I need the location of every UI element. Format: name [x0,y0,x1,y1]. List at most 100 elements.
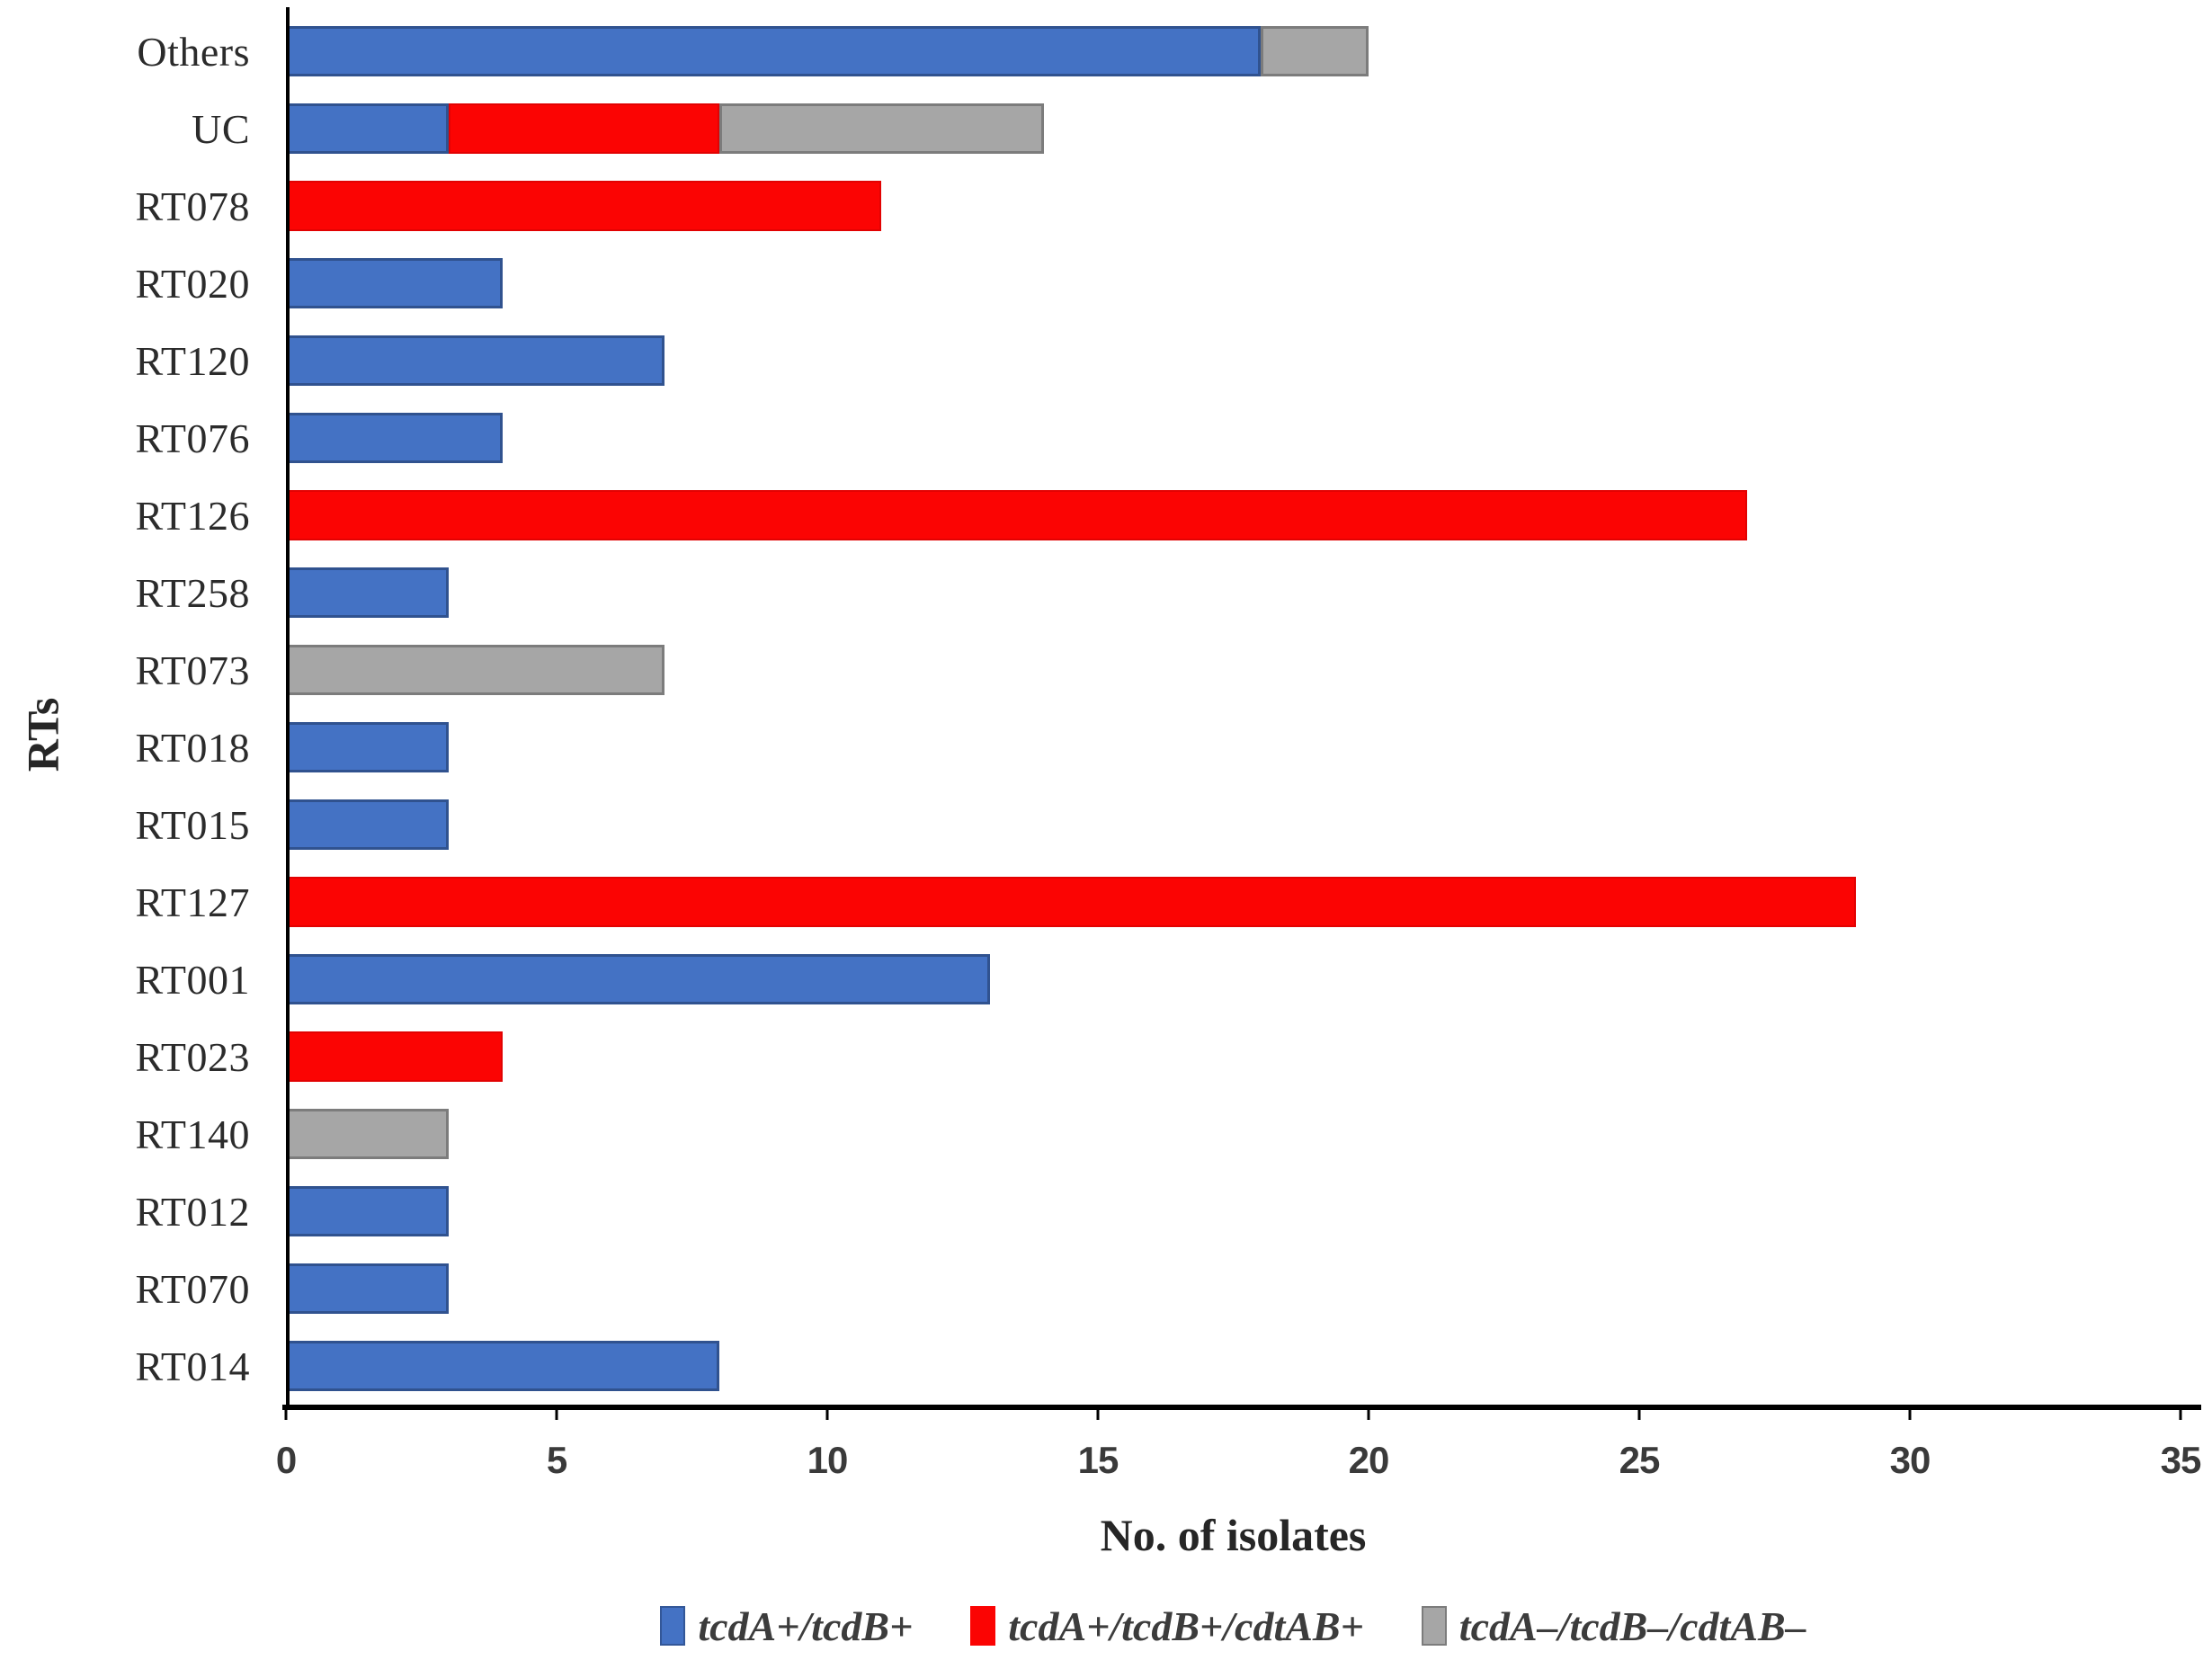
bar-row [286,13,2181,90]
category-label: RT012 [135,1188,250,1235]
x-axis-tick [1096,1410,1100,1420]
category-label: RT126 [135,492,250,539]
x-axis-tick [284,1410,288,1420]
y-axis-title: RTs [17,697,68,772]
x-axis-tick-label: 10 [807,1439,849,1481]
x-axis-tick [1367,1410,1370,1420]
legend-marker [1421,1606,1447,1646]
bar-row [286,322,2181,399]
bar-track [286,258,2181,308]
bar-segment [286,1341,719,1391]
bar-track [286,1109,2181,1159]
plot-area [286,13,2181,1405]
bar-segment [718,103,1044,154]
bar-segment [286,954,990,1004]
bar-row [286,941,2181,1018]
bar-segment [448,103,719,154]
bar-track [286,413,2181,463]
bar-track [286,1263,2181,1314]
x-axis-tick-label: 0 [275,1439,297,1481]
bar-segment [286,1109,449,1159]
x-axis-tick [2179,1410,2182,1420]
x-axis-tick-label: 25 [1619,1439,1661,1481]
bar-segment [286,335,665,386]
x-axis-ticks [284,1410,2182,1421]
category-label: RT140 [135,1111,250,1157]
x-axis-tick-label: 35 [2160,1439,2202,1481]
bar-track [286,1031,2181,1082]
bar-row [286,554,2181,631]
legend-item: tcdA+/tcdB+/cdtAB+ [970,1602,1364,1650]
bar-track [286,567,2181,618]
x-axis-tick [825,1410,829,1420]
category-label: RT018 [135,724,250,771]
bar-segment [286,1186,449,1236]
bar-segment [286,1031,503,1082]
category-label: RT020 [135,260,250,307]
x-axis-line [282,1405,2201,1410]
x-axis-tick-label: 20 [1348,1439,1390,1481]
category-label: RT120 [135,337,250,384]
bar-track [286,645,2181,695]
x-axis-tick-label: 5 [546,1439,567,1481]
bar-row [286,863,2181,941]
bar-track [286,103,2181,154]
bar-segment [286,645,665,695]
x-axis-title: No. of isolates [1100,1510,1367,1560]
category-label: RT258 [135,569,250,616]
bar-rows [286,13,2181,1405]
bar-row [286,399,2181,477]
bar-segment [286,258,503,308]
bar-row [286,786,2181,863]
legend-label: tcdA+/tcdB+ [698,1602,914,1649]
bar-row [286,245,2181,322]
category-label: RT073 [135,647,250,693]
category-label: RT127 [135,879,250,925]
category-label: RT023 [135,1033,250,1080]
category-label: RT076 [135,415,250,461]
category-label: Others [137,28,250,75]
bar-segment [286,1263,449,1314]
x-axis-tick [555,1410,558,1420]
y-axis-line [286,7,290,1410]
legend-item: tcdA+/tcdB+ [660,1602,913,1650]
category-label: RT014 [135,1343,250,1389]
category-label: RT015 [135,801,250,848]
bar-track [286,490,2181,540]
bar-segment [286,722,449,772]
bar-row [286,167,2181,245]
legend-label: tcdA–/tcdB–/cdtAB– [1458,1602,1806,1649]
x-axis-tick-labels: 0 5 10 15 20 25 30 35 [276,1439,2202,1487]
x-axis-tick-label: 30 [1889,1439,1931,1481]
y-category-labels: Others UC RT078 RT020 RT120 RT076 RT126 RT258 RT… [0,13,270,1405]
bar-track [286,1186,2181,1236]
category-label: RT078 [135,183,250,229]
legend-marker [660,1606,686,1646]
bar-row [286,1095,2181,1173]
category-label: UC [192,105,250,152]
x-axis-tick-label: 15 [1077,1439,1119,1481]
x-axis-tick [1908,1410,1912,1420]
bar-segment [286,877,1856,927]
x-axis-tick [1637,1410,1641,1420]
bar-track [286,722,2181,772]
bar-segment [286,103,449,154]
bar-segment [286,413,503,463]
bar-track [286,181,2181,231]
bar-track [286,799,2181,850]
bar-row [286,1018,2181,1095]
legend-item: tcdA–/tcdB–/cdtAB– [1421,1602,1806,1650]
bar-row [286,1327,2181,1405]
bar-row [286,1173,2181,1250]
bar-row [286,90,2181,167]
legend-marker [970,1606,996,1646]
bar-segment [286,490,1748,540]
legend: tcdA+/tcdB+ tcdA+/tcdB+/cdtAB+ tcdA–/tcdB–… [286,1590,2181,1662]
category-label: RT070 [135,1265,250,1312]
bar-segment [286,26,1261,76]
bar-track [286,26,2181,76]
bar-row [286,709,2181,786]
category-label: RT001 [135,956,250,1003]
bar-row [286,1250,2181,1327]
